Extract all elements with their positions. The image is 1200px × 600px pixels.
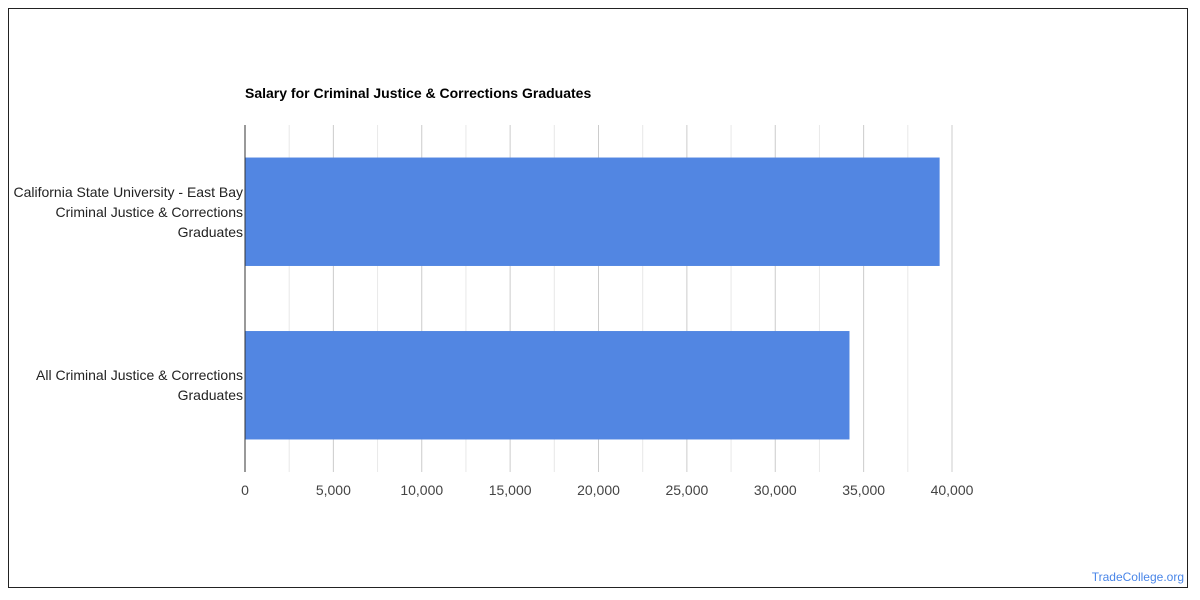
x-tick-label: 25,000 [665,482,708,498]
chart-title: Salary for Criminal Justice & Correction… [245,85,592,101]
x-tick-label: 35,000 [842,482,885,498]
x-tick-label: 30,000 [754,482,797,498]
category-label-2: All Criminal Justice & Corrections Gradu… [36,367,243,404]
x-tick-label: 5,000 [316,482,351,498]
x-tick-label: 40,000 [931,482,974,498]
x-tick-label: 20,000 [577,482,620,498]
x-tick-label: 0 [241,482,249,498]
bar-2 [245,331,850,440]
watermark-link[interactable]: TradeCollege.org [1091,570,1184,584]
bar-1 [245,157,940,266]
x-tick-label: 10,000 [400,482,443,498]
category-label-1: California State University - East Bay C… [13,183,243,240]
x-tick-label: 15,000 [489,482,532,498]
